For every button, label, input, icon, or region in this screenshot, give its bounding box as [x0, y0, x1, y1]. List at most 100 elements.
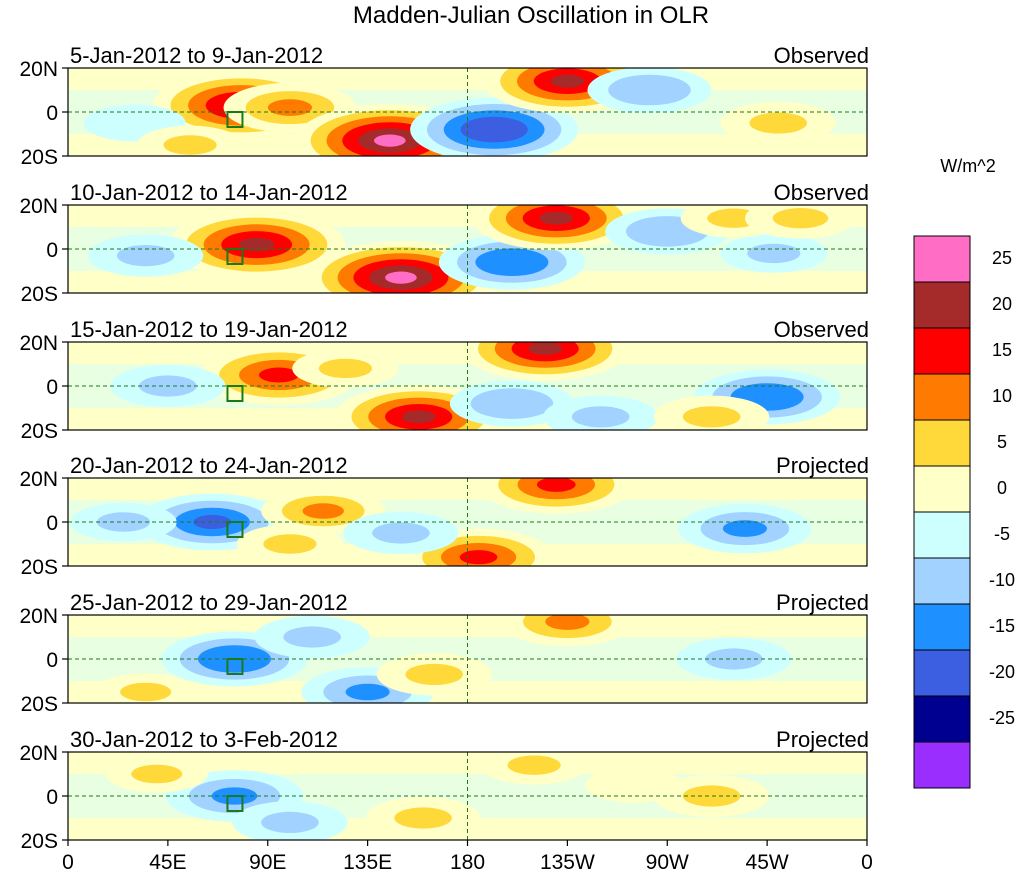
colorbar-swatch [913, 327, 971, 375]
contour-level [394, 807, 452, 829]
contour-level [96, 512, 151, 532]
panel-type: Observed [774, 180, 869, 205]
x-tick-label: 135E [343, 851, 392, 874]
anomaly-2 [334, 384, 503, 430]
anomaly-4 [500, 615, 634, 647]
x-tick-label: 45E [149, 851, 186, 874]
contour-level [682, 406, 741, 428]
x-axis: 0 45E 90E 135E 180 135W 90W 45W 0 [62, 840, 873, 874]
anomaly-7 [585, 767, 683, 803]
contour-level [722, 520, 768, 537]
contour-level [258, 367, 299, 383]
colorbar-label: -20 [989, 662, 1015, 682]
anomaly-4 [410, 97, 579, 156]
contour-level [748, 390, 786, 404]
panel-type: Projected [776, 453, 869, 478]
colorbar-swatch [913, 373, 971, 421]
y-tick-label: 20S [21, 830, 58, 853]
y-tick-label: 20N [19, 742, 58, 765]
anomaly-9 [136, 125, 244, 156]
anomaly-5 [654, 774, 770, 818]
colorbar-swatch [913, 419, 971, 467]
contour-level [345, 683, 390, 701]
contour-level [682, 785, 741, 807]
anomaly-8 [70, 502, 177, 542]
contour-level [109, 113, 161, 133]
contour-level [131, 764, 183, 784]
colorbar-swatch [913, 603, 971, 651]
colorbar-label: 10 [992, 386, 1012, 406]
contour-level [646, 223, 688, 240]
contour-level [116, 245, 175, 267]
anomaly-3 [376, 653, 492, 696]
y-tick-label: 20S [21, 420, 58, 443]
contour-level [747, 243, 801, 264]
y-tick-label: 20S [21, 556, 58, 579]
contour-level [372, 522, 430, 544]
panel-type: Observed [774, 317, 869, 342]
contour-level [374, 134, 406, 147]
panel-period: 20-Jan-2012 to 24-Jan-2012 [70, 453, 348, 478]
index-box [226, 795, 244, 812]
index-box [226, 248, 244, 265]
index-box [226, 111, 244, 128]
panel-type: Projected [776, 590, 869, 615]
panel-2: 20N 0 20S 10-Jan-2012 to 14-Jan-2012 Observe… [19, 180, 869, 306]
colorbar-swatch [913, 741, 971, 789]
y-tick-label: 0 [46, 102, 58, 125]
contour-level [163, 135, 217, 155]
y-tick-label: 0 [46, 512, 58, 535]
contour-level [477, 123, 511, 136]
contour-level [628, 82, 671, 98]
contour-level [545, 615, 590, 630]
x-tick-label: 135W [540, 851, 595, 874]
index-box [226, 658, 244, 675]
contour-level [749, 112, 808, 134]
anomaly-7 [236, 524, 344, 564]
x-tick-label: 90E [249, 851, 286, 874]
anomaly-7 [543, 395, 659, 430]
y-tick-label: 20N [19, 468, 58, 491]
colorbar-swatch [913, 511, 971, 559]
anomaly-3 [365, 796, 481, 840]
anomaly-9 [292, 349, 399, 388]
colorbar-units: W/m^2 [940, 156, 995, 176]
panel-type: Observed [774, 43, 869, 68]
contour-level [238, 237, 275, 252]
anomaly-4 [478, 478, 634, 514]
panel-1: 20N 0 20S 5-Jan-2012 to 9-Jan-2012 Observed [19, 43, 869, 169]
x-tick-label: 0 [861, 851, 873, 874]
x-tick-label: 90W [646, 851, 689, 874]
index-box [226, 385, 244, 402]
contour-level [302, 503, 344, 519]
contour-level [609, 776, 659, 794]
panel-period: 10-Jan-2012 to 14-Jan-2012 [70, 180, 348, 205]
contour-level [507, 755, 561, 775]
contour-level [550, 74, 585, 88]
contour-level [193, 514, 232, 530]
anomaly-7 [720, 234, 827, 273]
anomaly-5 [678, 503, 812, 554]
contour-level [401, 410, 436, 424]
anomaly-8 [720, 101, 836, 145]
contour-level [261, 811, 319, 834]
colorbar-label: -15 [989, 616, 1015, 636]
colorbar-label: 25 [992, 248, 1012, 268]
colorbar-swatch [913, 281, 971, 329]
y-tick-label: 20S [21, 283, 58, 306]
colorbar-label: -10 [989, 570, 1015, 590]
anomaly-4 [472, 205, 641, 251]
y-tick-label: 0 [46, 786, 58, 809]
colorbar: 25 20 15 10 5 0 -5 -10 -15 -20 -25 [913, 235, 1015, 789]
colorbar-label: 20 [992, 294, 1012, 314]
contour-level [263, 534, 317, 554]
anomaly-7 [94, 673, 197, 703]
panel-type: Projected [776, 727, 869, 752]
contour-level [459, 550, 498, 565]
x-tick-label: 0 [62, 851, 74, 874]
y-tick-label: 0 [46, 649, 58, 672]
y-tick-label: 0 [46, 239, 58, 262]
contour-level [385, 271, 417, 284]
